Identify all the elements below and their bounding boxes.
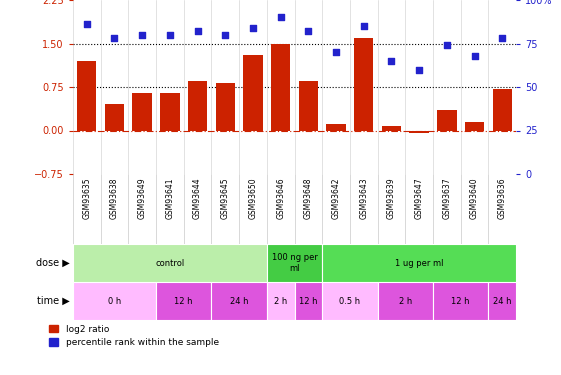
Bar: [271, 44, 291, 130]
Text: 1 ug per ml: 1 ug per ml: [395, 258, 443, 267]
Text: 0 h: 0 h: [108, 297, 121, 306]
Bar: [327, 123, 346, 130]
Point: [498, 35, 507, 41]
Text: GSM93641: GSM93641: [165, 177, 174, 219]
Point: [443, 42, 452, 48]
Text: GSM93646: GSM93646: [276, 177, 285, 219]
Point: [304, 28, 313, 34]
Text: GSM93637: GSM93637: [443, 177, 452, 219]
Point: [276, 14, 285, 20]
Bar: [295, 282, 322, 320]
Bar: [160, 93, 180, 130]
Bar: [493, 89, 512, 130]
Bar: [298, 81, 318, 130]
Text: 2 h: 2 h: [399, 297, 412, 306]
Bar: [410, 130, 429, 134]
Legend: log2 ratio, percentile rank within the sample: log2 ratio, percentile rank within the s…: [49, 324, 219, 347]
Bar: [322, 244, 516, 282]
Text: GSM93645: GSM93645: [221, 177, 230, 219]
Bar: [267, 282, 295, 320]
Text: GSM93642: GSM93642: [332, 177, 341, 219]
Point: [193, 28, 202, 34]
Bar: [73, 282, 156, 320]
Point: [415, 67, 424, 73]
Bar: [465, 122, 484, 130]
Text: 12 h: 12 h: [299, 297, 318, 306]
Bar: [132, 93, 152, 130]
Text: GSM93640: GSM93640: [470, 177, 479, 219]
Text: 12 h: 12 h: [174, 297, 193, 306]
Text: GSM93639: GSM93639: [387, 177, 396, 219]
Text: time ▶: time ▶: [38, 296, 70, 306]
Text: GSM93644: GSM93644: [193, 177, 202, 219]
Bar: [433, 282, 489, 320]
Bar: [105, 104, 124, 130]
Text: GSM93649: GSM93649: [137, 177, 146, 219]
Bar: [156, 282, 211, 320]
Text: GSM93636: GSM93636: [498, 177, 507, 219]
Text: GSM93643: GSM93643: [359, 177, 368, 219]
Point: [82, 21, 91, 27]
Bar: [73, 244, 267, 282]
Text: 24 h: 24 h: [493, 297, 512, 306]
Text: GSM93647: GSM93647: [415, 177, 424, 219]
Bar: [489, 282, 516, 320]
Text: GSM93648: GSM93648: [304, 177, 313, 219]
Bar: [267, 244, 322, 282]
Text: GSM93638: GSM93638: [110, 177, 119, 219]
Text: GSM93650: GSM93650: [249, 177, 257, 219]
Text: control: control: [155, 258, 185, 267]
Text: 100 ng per
ml: 100 ng per ml: [272, 253, 318, 273]
Text: 2 h: 2 h: [274, 297, 287, 306]
Text: GSM93635: GSM93635: [82, 177, 91, 219]
Bar: [382, 126, 401, 130]
Bar: [243, 55, 263, 130]
Point: [387, 58, 396, 64]
Text: 12 h: 12 h: [452, 297, 470, 306]
Point: [165, 32, 174, 38]
Bar: [77, 61, 96, 130]
Point: [249, 25, 257, 31]
Text: 24 h: 24 h: [230, 297, 249, 306]
Point: [332, 49, 341, 55]
Bar: [215, 83, 235, 130]
Point: [359, 23, 368, 29]
Text: dose ▶: dose ▶: [36, 258, 70, 268]
Bar: [188, 81, 207, 130]
Point: [137, 32, 146, 38]
Point: [110, 35, 119, 41]
Text: 0.5 h: 0.5 h: [339, 297, 361, 306]
Bar: [322, 282, 378, 320]
Bar: [354, 38, 374, 130]
Bar: [437, 110, 457, 130]
Point: [470, 53, 479, 58]
Bar: [211, 282, 267, 320]
Point: [221, 32, 230, 38]
Bar: [378, 282, 433, 320]
